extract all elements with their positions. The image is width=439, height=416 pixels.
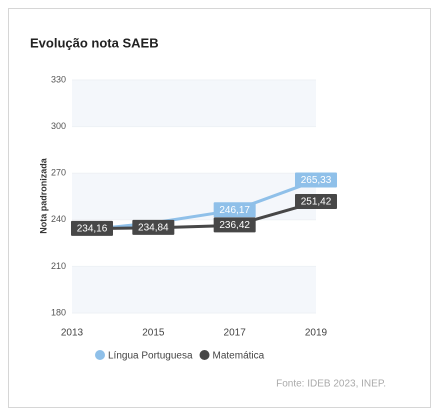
plot-band [72, 80, 316, 127]
value-label: 234,84 [138, 222, 169, 233]
value-label-bg [71, 220, 113, 236]
y-tick-label: 300 [51, 121, 66, 131]
y-tick-label: 270 [51, 168, 66, 178]
value-label-bg [213, 202, 256, 218]
value-label: 246,17 [219, 205, 250, 216]
legend-label: Língua Portuguesa [108, 351, 193, 362]
value-label-bg [132, 219, 175, 235]
x-tick-label: 2013 [61, 328, 84, 339]
value-label-bg [213, 217, 256, 233]
source: Fonte: IDEB 2023, INEP. [276, 379, 386, 390]
y-axis-label: Nota padronizada [38, 157, 48, 234]
y-tick-label: 210 [51, 261, 66, 271]
legend-marker [199, 350, 210, 360]
plot-band [72, 266, 316, 313]
legend-marker [95, 350, 105, 360]
value-label: 234,16 [77, 224, 108, 235]
value-label: 251,42 [301, 197, 332, 208]
value-label-bg [295, 194, 337, 210]
legend-label: Matemática [213, 351, 265, 362]
x-tick-label: 2017 [224, 328, 247, 339]
y-tick-label: 180 [51, 307, 66, 317]
chart-title: Evolução nota SAEB [30, 35, 159, 50]
y-tick-label: 330 [51, 74, 66, 84]
value-label-bg [295, 172, 337, 188]
value-label: 265,33 [301, 175, 332, 186]
value-label: 236,42 [219, 220, 250, 231]
x-tick-label: 2019 [305, 328, 328, 339]
x-tick-label: 2015 [142, 328, 165, 339]
y-tick-label: 240 [51, 214, 66, 224]
